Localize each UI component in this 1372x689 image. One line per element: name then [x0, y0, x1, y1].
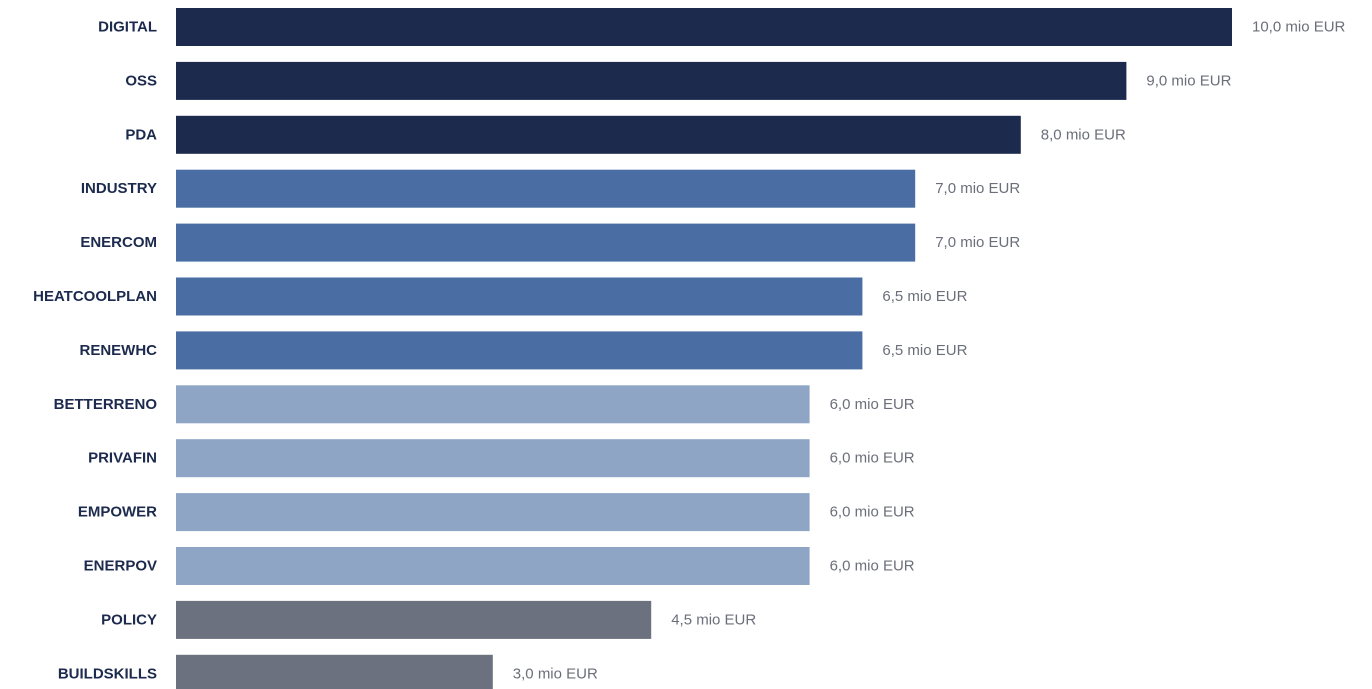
category-label: PDA — [125, 126, 157, 143]
category-label: DIGITAL — [98, 19, 157, 36]
bars — [176, 8, 1232, 689]
category-label: POLICY — [101, 611, 157, 628]
value-label: 6,0 mio EUR — [830, 558, 915, 575]
bar — [176, 547, 810, 585]
bar — [176, 439, 810, 478]
category-label: RENEWHC — [80, 342, 158, 359]
bar — [176, 61, 1127, 100]
value-label: 6,0 mio EUR — [830, 504, 915, 521]
value-label: 6,5 mio EUR — [882, 342, 967, 359]
value-labels: 10,0 mio EUR 9,0 mio EUR 8,0 mio EUR 7,0 mi… — [513, 19, 1346, 683]
bar — [176, 385, 810, 424]
value-label: 3,0 mio EUR — [513, 665, 598, 682]
value-label: 4,5 mio EUR — [671, 611, 756, 628]
category-label: ENERPOV — [84, 558, 157, 575]
bar — [176, 493, 810, 532]
value-label: 8,0 mio EUR — [1041, 126, 1126, 143]
bar — [176, 600, 652, 639]
bar — [176, 115, 1021, 154]
category-label: OSS — [125, 72, 157, 89]
value-label: 6,5 mio EUR — [882, 288, 967, 305]
bar — [176, 8, 1232, 46]
value-label: 10,0 mio EUR — [1252, 19, 1346, 36]
bar — [176, 169, 916, 208]
category-label: BETTERRENO — [54, 396, 158, 413]
category-labels: DIGITAL OSS PDA INDUSTRY ENERCOM HEATCOOLPLAN… — [33, 19, 157, 683]
category-label: PRIVAFIN — [88, 450, 157, 467]
category-label: BUILDSKILLS — [58, 665, 157, 682]
bar — [176, 277, 863, 316]
bar — [176, 223, 916, 262]
value-label: 6,0 mio EUR — [830, 396, 915, 413]
bar — [176, 331, 863, 370]
value-label: 7,0 mio EUR — [935, 180, 1020, 197]
bar — [176, 654, 493, 689]
category-label: HEATCOOLPLAN — [33, 288, 157, 305]
category-label: EMPOWER — [78, 504, 157, 521]
value-label: 9,0 mio EUR — [1146, 72, 1231, 89]
value-label: 6,0 mio EUR — [830, 450, 915, 467]
category-label: ENERCOM — [80, 234, 157, 251]
category-label: INDUSTRY — [81, 180, 157, 197]
value-label: 7,0 mio EUR — [935, 234, 1020, 251]
